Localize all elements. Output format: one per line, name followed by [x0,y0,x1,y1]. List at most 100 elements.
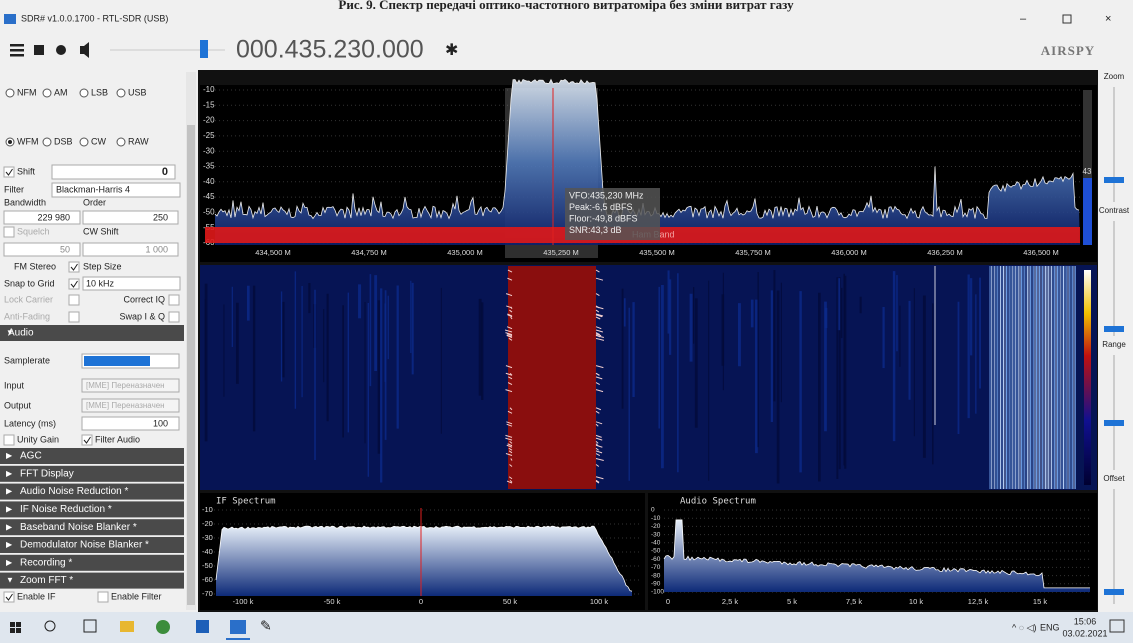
slider-thumb[interactable] [1104,326,1124,332]
section-title[interactable]: IF Noise Reduction * [20,504,112,515]
checkbox[interactable] [69,312,79,322]
clock-date[interactable]: 03.02.2021 [1062,628,1107,638]
x-tick-label: 12,5 k [968,597,989,606]
app-icon[interactable]: ✎ [260,618,272,634]
waterfall-view [200,265,1097,490]
app-icon[interactable] [196,620,209,633]
radio-button[interactable] [80,138,88,146]
latency-value: 100 [153,418,168,428]
start-button[interactable] [16,628,21,633]
menu-icon[interactable] [10,49,24,52]
mode-label[interactable]: AM [54,87,68,97]
section-arrow: ▶ [6,469,13,478]
panel-title: Audio Spectrum [680,497,756,507]
checkbox[interactable] [69,279,79,289]
stop-button[interactable] [34,45,44,55]
clock-time[interactable]: 15:06 [1074,616,1097,626]
mode-label[interactable]: CW [91,136,106,146]
section-title[interactable]: Recording * [20,557,72,568]
mode-label[interactable]: LSB [91,87,108,97]
panel-title: IF Spectrum [216,497,276,507]
start-button[interactable] [16,622,21,627]
filter-value: Blackman-Harris 4 [56,184,130,194]
anti-fading-label: Anti-Fading [4,311,50,321]
waterfall-signal [508,266,596,489]
checkbox[interactable] [98,592,108,602]
minimize[interactable]: – [1020,13,1027,25]
y-tick-label: -60 [651,556,661,563]
section-arrow: ▶ [6,558,13,567]
app-icon [4,14,16,24]
x-tick-label: 100 k [590,597,609,606]
mode-label[interactable]: USB [128,87,147,97]
mode-label[interactable]: DSB [54,136,73,146]
slider-label: Contrast [1099,206,1130,215]
slider-thumb[interactable] [1104,177,1124,183]
y-tick-label: -40 [651,540,661,547]
mode-label[interactable]: WFM [17,136,39,146]
pin-icon[interactable]: ✱ [445,42,458,59]
section-title[interactable]: Audio Noise Reduction * [20,486,129,497]
y-tick-label: -70 [651,564,661,571]
section-title[interactable]: Baseband Noise Blanker * [20,522,137,533]
menu-icon[interactable] [10,44,24,47]
close[interactable]: × [1105,13,1111,25]
samplerate-value [84,356,150,366]
checkbox[interactable] [4,435,14,445]
y-tick-label: -15 [203,100,215,109]
section-title[interactable]: AGC [20,451,42,462]
section-title[interactable]: Demodulator Noise Blanker * [20,540,149,551]
x-tick-label: 436,250 M [927,248,962,257]
start-button[interactable] [10,628,15,633]
x-tick-label: 5 k [787,597,797,606]
shift-input[interactable] [52,165,175,179]
y-tick-label: -70 [202,589,213,598]
radio-button[interactable] [6,89,14,97]
scroll-thumb[interactable] [187,125,195,605]
y-tick-label: -25 [203,131,215,140]
y-tick-label: -80 [651,572,661,579]
radio-button[interactable] [43,138,51,146]
logo: AIRSPY [1041,43,1095,58]
radio-button[interactable] [80,89,88,97]
y-tick-label: -50 [651,548,661,555]
checkbox[interactable] [82,435,92,445]
frequency-display[interactable]: 000.435.230.000 [236,36,424,64]
browser-icon[interactable] [156,620,170,634]
x-tick-label: 435,000 M [447,248,482,257]
checkbox[interactable] [69,262,79,272]
radio-button[interactable] [117,89,125,97]
checkbox[interactable] [169,295,179,305]
fm-stereo-label: FM Stereo [14,261,56,271]
checkbox[interactable] [4,227,14,237]
settings-button[interactable] [56,45,66,55]
volume-thumb[interactable] [200,40,208,58]
checkbox[interactable] [169,312,179,322]
y-tick-label: -10 [651,515,661,522]
mode-label[interactable]: NFM [17,87,37,97]
section-title[interactable]: Zoom FFT * [20,575,73,586]
sdr-icon[interactable] [230,620,246,634]
checkbox[interactable] [4,592,14,602]
radio-button[interactable] [43,89,51,97]
x-tick-label: 435,500 M [639,248,674,257]
explorer-icon[interactable] [120,621,134,632]
section-title[interactable]: FFT Display [20,468,74,479]
slider-thumb[interactable] [1104,420,1124,426]
tooltip-line: Floor:-49,8 dBFS [569,213,638,223]
order-value: 250 [153,212,168,222]
shift-label: Shift [17,166,36,176]
checkbox[interactable] [4,167,14,177]
x-tick-label: 0 [419,597,423,606]
start-button[interactable] [10,622,15,627]
waterfall-scale [1084,270,1091,485]
language[interactable]: ENG [1040,622,1060,632]
menu-icon[interactable] [10,54,24,57]
mode-label[interactable]: RAW [128,136,149,146]
tooltip-line: VFO:435,230 MHz [569,190,644,200]
radio-button[interactable] [117,138,125,146]
checkbox[interactable] [69,295,79,305]
slider-label: Range [1102,340,1126,349]
slider-thumb[interactable] [1104,589,1124,595]
x-tick-label: 436,000 M [831,248,866,257]
